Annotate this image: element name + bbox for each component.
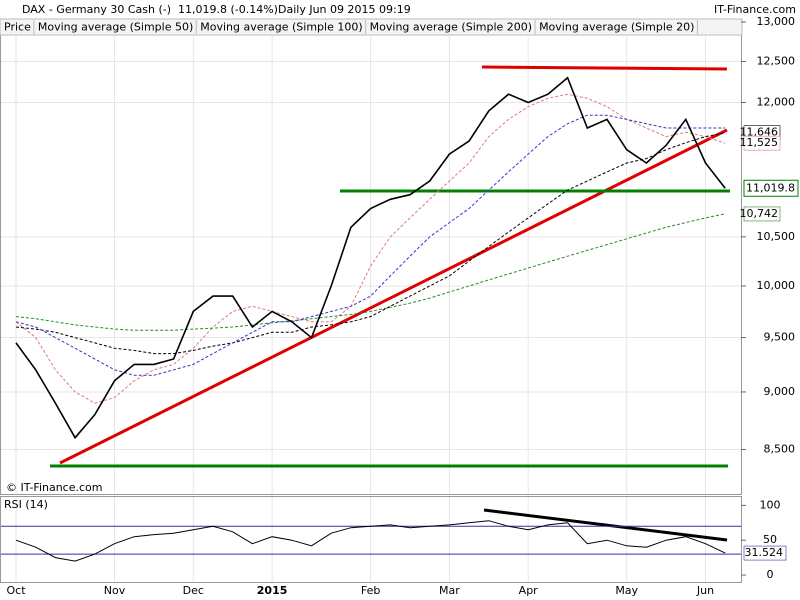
x-tick-label: Jun xyxy=(696,584,714,597)
last-value-label: 10,742 xyxy=(740,207,779,220)
x-tick-label: Mar xyxy=(439,584,460,597)
period: Daily Jun 09 2015 09:19 xyxy=(278,3,411,16)
y-tick-label: 9,500 xyxy=(764,331,796,344)
x-tick-label: May xyxy=(615,584,638,597)
x-tick-label: Apr xyxy=(519,584,539,597)
rsi-frame xyxy=(0,496,742,583)
y-tick-label: 10,500 xyxy=(757,230,796,243)
watermark: © IT-Finance.com xyxy=(6,481,103,494)
x-tick-label: Dec xyxy=(183,584,204,597)
last-value-box xyxy=(743,545,787,561)
series-line xyxy=(15,520,726,562)
y-tick-label: 13,000 xyxy=(757,15,796,28)
rsi-title: RSI (14) xyxy=(4,498,48,511)
y-tick-label: 10,000 xyxy=(757,279,796,292)
x-tick-label: Nov xyxy=(104,584,126,597)
resistance-line xyxy=(481,65,728,71)
brand: IT-Finance.com xyxy=(714,3,796,16)
series-line xyxy=(15,76,726,440)
y-tick-label: 9,000 xyxy=(764,385,796,398)
y-tick-label: 100 xyxy=(760,498,781,511)
rsi-divergence-line xyxy=(483,508,728,542)
instrument-title: DAX - Germany 30 Cash (-) xyxy=(22,3,171,16)
y-tick-label: 12,000 xyxy=(757,96,796,109)
y-tick-label: 50 xyxy=(763,533,777,546)
legend-entry: Price xyxy=(4,21,31,34)
series-line xyxy=(15,93,726,404)
x-tick-label: 2015 xyxy=(257,584,288,597)
legend-entry: Moving average (Simple 50) xyxy=(38,21,193,34)
y-tick-label: 0 xyxy=(767,568,774,581)
series-line xyxy=(15,114,726,376)
series-line xyxy=(15,132,726,355)
last-value-label: 31.524 xyxy=(745,546,784,559)
trend-line xyxy=(59,128,728,465)
legend-entry: Moving average (Simple 200) xyxy=(370,21,532,34)
legend-entry: Moving average (Simple 100) xyxy=(200,21,362,34)
legend-bar xyxy=(0,18,743,36)
y-tick-label: 12,500 xyxy=(757,54,796,67)
header-bar xyxy=(0,0,800,19)
last-value-box xyxy=(743,179,799,197)
x-tick-label: Oct xyxy=(6,584,26,597)
last-value-label: 11,019.8 xyxy=(746,181,795,194)
last-value-box xyxy=(743,135,781,151)
x-tick-label: Feb xyxy=(361,584,380,597)
last-value-box xyxy=(743,206,781,222)
legend-entry: Moving average (Simple 20) xyxy=(539,21,694,34)
quote: 11,019.8 (-0.14%) xyxy=(178,3,278,16)
last-value-label: 11,646 xyxy=(740,126,779,139)
y-tick-label: 8,500 xyxy=(764,442,796,455)
grid xyxy=(1,21,741,582)
series-line xyxy=(15,213,726,331)
last-value-label: 11,525 xyxy=(740,136,779,149)
